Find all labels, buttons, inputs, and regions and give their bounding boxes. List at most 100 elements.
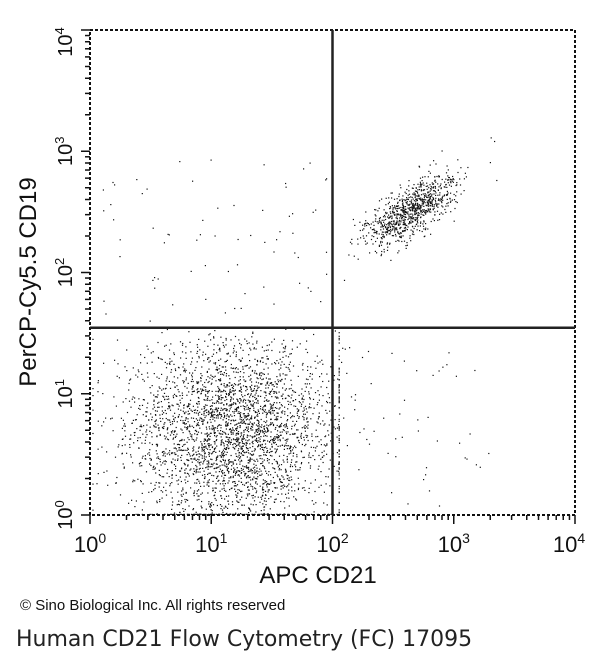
scatter-point: [326, 412, 328, 414]
scatter-point: [235, 428, 237, 430]
scatter-point: [251, 369, 254, 372]
scatter-point: [307, 421, 309, 423]
scatter-point: [270, 413, 272, 415]
scatter-point: [199, 417, 201, 419]
scatter-point: [185, 492, 187, 494]
scatter-point: [225, 408, 227, 410]
scatter-point: [290, 470, 292, 472]
scatter-point: [267, 367, 269, 369]
scatter-point: [352, 218, 354, 221]
scatter-point: [114, 456, 117, 458]
scatter-point: [165, 461, 167, 463]
scatter-point: [122, 401, 124, 403]
scatter-point: [225, 360, 227, 362]
scatter-point: [393, 214, 395, 216]
scatter-point: [410, 216, 412, 218]
scatter-point: [266, 484, 268, 486]
scatter-point: [232, 481, 234, 483]
scatter-point: [157, 278, 159, 280]
scatter-point: [279, 479, 281, 481]
scatter-point: [214, 420, 216, 422]
scatter-point: [423, 201, 425, 203]
scatter-point: [212, 480, 214, 482]
scatter-point: [326, 273, 328, 275]
scatter-point: [426, 196, 428, 198]
scatter-point: [242, 420, 244, 422]
scatter-point: [297, 429, 299, 431]
scatter-point: [241, 460, 243, 462]
scatter-point: [187, 421, 189, 423]
scatter-point: [280, 364, 282, 366]
scatter-point: [209, 377, 211, 379]
scatter-point: [270, 436, 272, 438]
scatter-point: [221, 497, 223, 499]
scatter-point: [148, 452, 150, 454]
scatter-point: [220, 358, 222, 360]
scatter-point: [238, 448, 240, 450]
scatter-point: [428, 199, 430, 201]
scatter-point: [262, 491, 264, 494]
scatter-point: [166, 453, 168, 455]
scatter-point: [178, 479, 180, 481]
scatter-point: [411, 187, 413, 189]
scatter-point: [415, 198, 417, 200]
scatter-point: [187, 437, 189, 439]
scatter-point: [408, 214, 410, 216]
scatter-point: [216, 427, 218, 429]
scatter-point: [161, 389, 163, 391]
scatter-point: [163, 242, 165, 244]
scatter-point: [426, 202, 429, 204]
scatter-point: [163, 392, 166, 394]
scatter-point: [241, 438, 243, 440]
scatter-point: [407, 204, 409, 206]
scatter-point: [274, 471, 276, 473]
scatter-point: [391, 217, 393, 219]
scatter-point: [152, 468, 154, 470]
scatter-point: [253, 422, 255, 424]
scatter-point: [274, 436, 276, 438]
scatter-point: [293, 415, 295, 418]
scatter-point: [300, 434, 302, 436]
scatter-point: [151, 416, 153, 418]
scatter-point: [447, 205, 449, 207]
scatter-point: [172, 405, 174, 407]
scatter-point: [218, 390, 220, 392]
scatter-point: [303, 168, 305, 170]
scatter-point: [220, 373, 222, 375]
scatter-point: [338, 488, 340, 490]
scatter-point: [155, 481, 157, 484]
scatter-point: [191, 386, 194, 388]
scatter-point: [220, 433, 222, 435]
scatter-point: [175, 426, 177, 429]
scatter-point: [298, 483, 300, 485]
scatter-point: [393, 211, 395, 213]
scatter-point: [228, 503, 230, 505]
scatter-point: [454, 207, 456, 210]
scatter-point: [252, 405, 254, 407]
scatter-point: [175, 453, 177, 455]
scatter-point: [276, 397, 278, 399]
scatter-point: [434, 199, 436, 201]
scatter-point: [415, 208, 417, 211]
scatter-point: [101, 425, 103, 427]
scatter-point: [228, 448, 230, 450]
scatter-point: [193, 492, 195, 495]
scatter-point: [399, 214, 401, 216]
scatter-point: [266, 399, 268, 401]
scatter-point: [234, 474, 236, 476]
scatter-point: [429, 184, 431, 186]
scatter-point: [284, 485, 286, 487]
scatter-point: [279, 375, 281, 377]
scatter-point: [428, 187, 430, 189]
scatter-point: [145, 471, 148, 473]
scatter-point: [232, 432, 234, 434]
scatter-point: [153, 465, 155, 467]
scatter-point: [333, 426, 335, 428]
scatter-point: [396, 227, 398, 229]
scatter-point: [255, 464, 257, 466]
scatter-point: [158, 457, 160, 460]
scatter-point: [256, 439, 258, 442]
scatter-point: [140, 424, 142, 426]
scatter-point: [338, 359, 340, 361]
scatter-point: [236, 470, 238, 472]
